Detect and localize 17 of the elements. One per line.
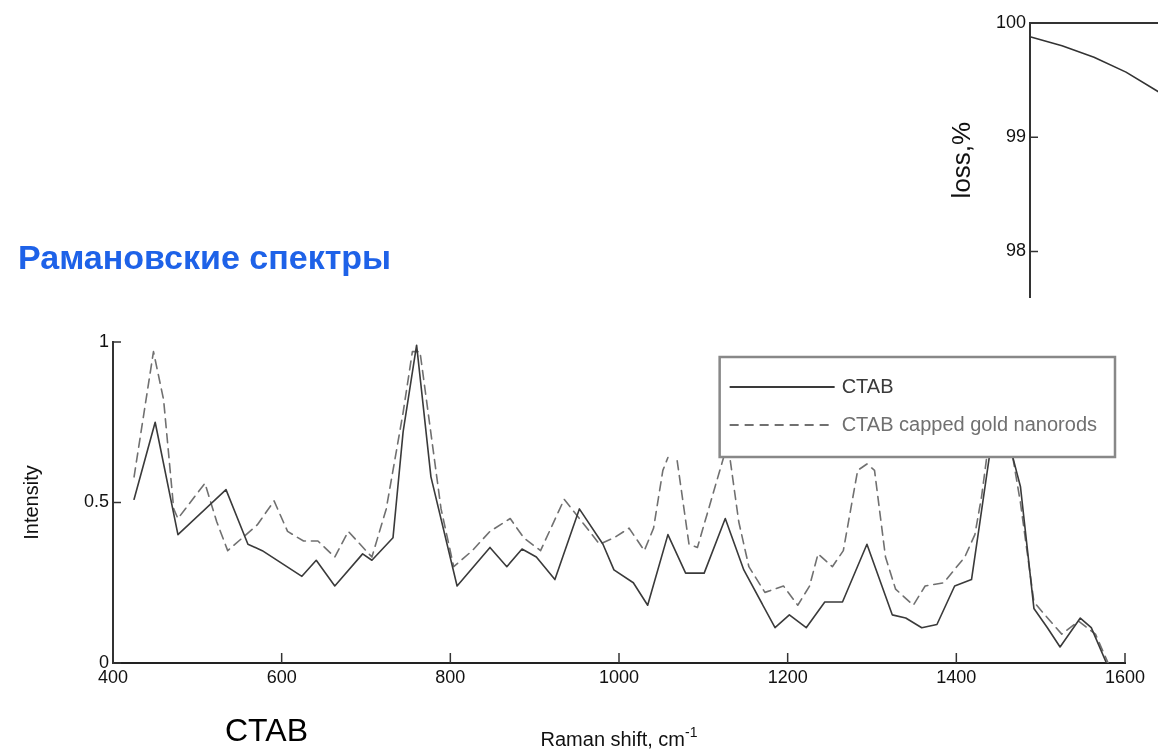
y-tick-label: 0.5 [83, 491, 109, 512]
y-tick-label: 100 [995, 11, 1026, 32]
chart-title: Рамановские спектры [18, 238, 392, 277]
x-tick-label: 1200 [767, 666, 808, 687]
x-tick-label: 1400 [936, 666, 977, 687]
y-tick-label: 98 [1005, 240, 1026, 261]
x-tick-label: 1000 [598, 666, 640, 687]
text: CTAB [225, 712, 308, 749]
series-label: CTAB capped gold nanorods [841, 412, 1098, 435]
x-tick-label: 800 [435, 666, 466, 687]
y-tick-label: 99 [1005, 126, 1026, 147]
y-tick-label: 1 [98, 330, 109, 351]
y-axis-title: Intensity [20, 465, 42, 540]
x-tick-label: 600 [266, 666, 297, 687]
y-axis-title: loss,% [946, 121, 976, 199]
x-tick-label: 1600 [1104, 666, 1146, 687]
text: CTAB [841, 374, 894, 397]
